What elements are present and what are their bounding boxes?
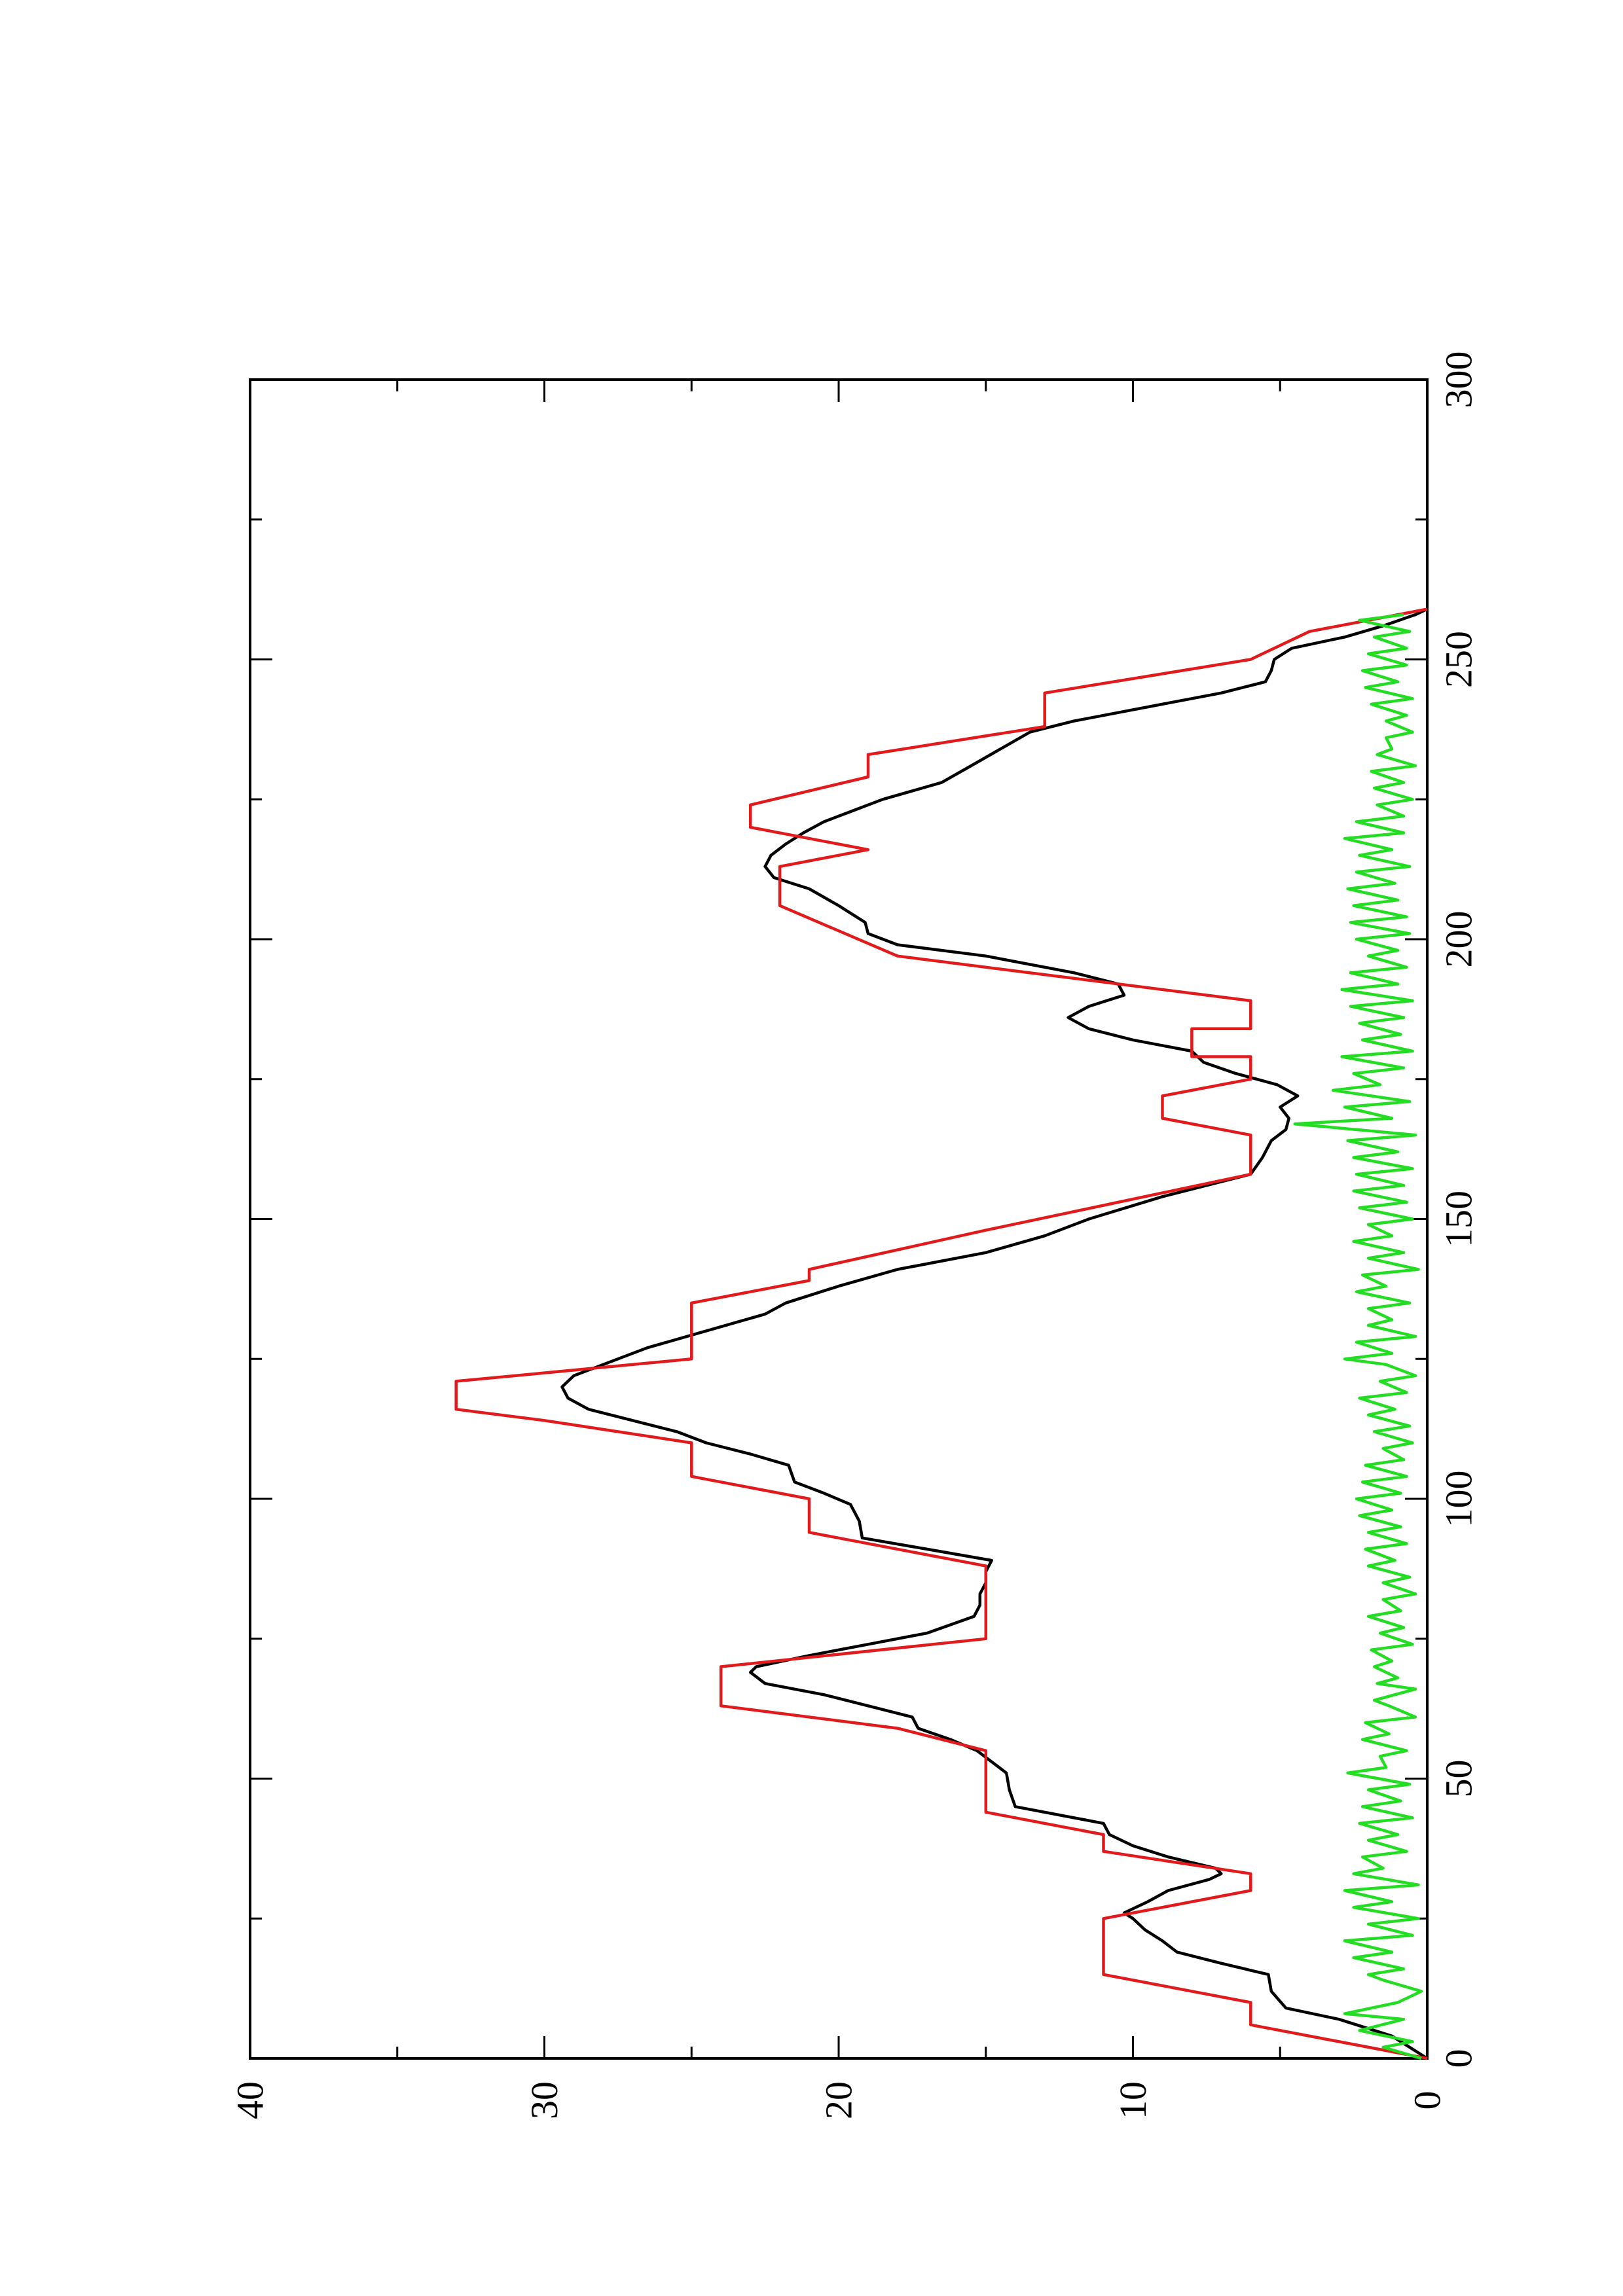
tick-labels: 0 50 100 150 200 250 300 0 10 20 30 40 <box>229 351 1480 2120</box>
x-tick-label: 150 <box>1438 1191 1480 1247</box>
x-tick-label: 300 <box>1438 351 1480 408</box>
y-tick-label: 20 <box>818 2081 860 2119</box>
x-tick-label: 200 <box>1438 911 1480 968</box>
x-tick-label: 250 <box>1438 631 1480 688</box>
red-series-line <box>454 607 1428 2060</box>
series-layer <box>454 607 1429 2060</box>
plot-frame <box>249 378 1429 2060</box>
y-tick-label: 30 <box>523 2081 566 2119</box>
green-series-line <box>1293 613 1423 2060</box>
x-tick-label: 0 <box>1438 2049 1480 2068</box>
x-tick-label: 100 <box>1438 1471 1480 1528</box>
y-tick-label: 0 <box>1406 2091 1449 2110</box>
x-tick-label: 50 <box>1438 1760 1480 1798</box>
y-tick-label: 10 <box>1112 2081 1154 2119</box>
axis-ticks <box>249 378 1429 2060</box>
y-tick-label: 40 <box>229 2081 272 2119</box>
